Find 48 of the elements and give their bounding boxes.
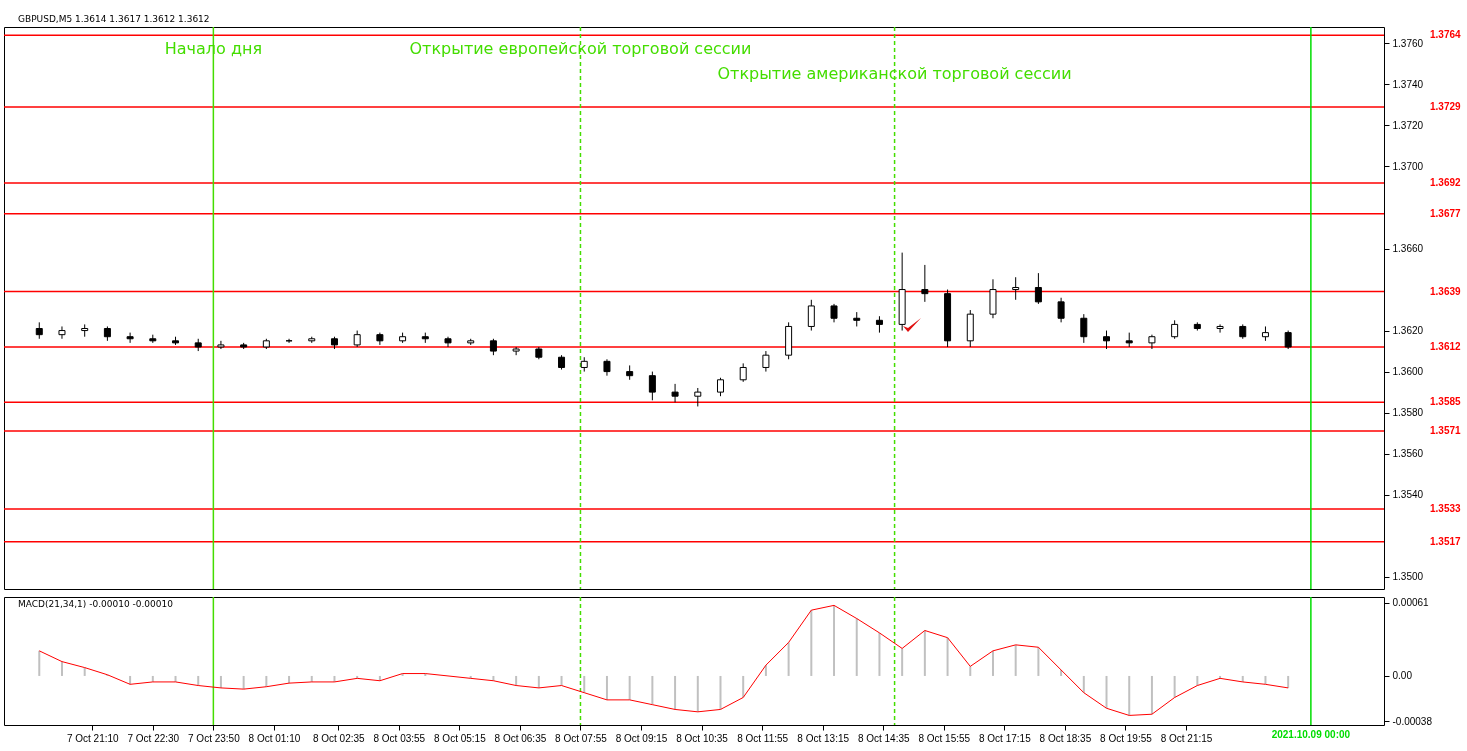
x-tick-label: 8 Oct 21:15 [1160,732,1213,744]
y-tick-label: 1.3740 [1392,78,1424,90]
ref-line-label: 1.3764 [1430,29,1462,41]
ref-line-label: 2021.10.09 00:00 [1271,729,1351,740]
y-tick-label: 1.3760 [1392,37,1424,49]
y-tick-label: 1.3720 [1392,119,1424,131]
ref-line-label: Открытие европейской торговой сессии [409,39,752,58]
ref-line-label: 1.3533 [1430,503,1462,515]
chart-title: MACD(21,34,1) -0.00010 -0.00010 [18,599,174,609]
y-tick-label: 1.3540 [1392,489,1424,501]
y-tick-label: 1.3660 [1392,243,1424,255]
x-tick-label: 8 Oct 15:55 [918,732,971,744]
y-tick-label: 1.3580 [1392,407,1424,419]
ref-line-label: 1.3612 [1430,340,1462,352]
x-tick-label: 8 Oct 14:35 [857,732,911,744]
ref-line-label: 1.3729 [1430,100,1462,112]
ref-line-label: 1.3639 [1430,285,1462,297]
y-tick-label: 1.3700 [1392,160,1424,172]
ref-line-label: Открытие американской торговой сессии [717,64,1072,83]
x-tick-label: 8 Oct 19:55 [1100,732,1153,744]
x-tick-label: 8 Oct 17:15 [978,732,1032,744]
x-tick-label: 8 Oct 01:10 [248,732,301,744]
x-tick-label: 7 Oct 22:30 [127,732,180,744]
x-tick-label: 8 Oct 11:55 [737,732,789,744]
y-tick-label: 0.00 [1392,670,1413,682]
x-tick-label: 8 Oct 07:55 [555,732,608,744]
x-tick-label: 8 Oct 06:35 [494,732,547,744]
x-tick-label: 8 Oct 13:15 [797,732,850,744]
chart-title: GBPUSD,M5 1.3614 1.3617 1.3612 1.3612 [18,14,210,24]
y-tick-label: -0.00038 [1392,715,1433,727]
ref-line-label: 1.3677 [1430,207,1462,219]
y-tick-label: 1.3600 [1392,366,1424,378]
y-tick-label: 1.3620 [1392,325,1424,337]
y-tick-label: 1.3500 [1392,571,1424,583]
x-tick-label: 8 Oct 09:15 [615,732,668,744]
x-tick-label: 8 Oct 03:55 [373,732,426,744]
x-tick-label: 8 Oct 05:15 [434,732,487,744]
y-tick-label: 0.00061 [1392,597,1430,609]
ref-line-label: 1.3571 [1430,425,1462,437]
x-tick-label: 7 Oct 23:50 [188,732,241,744]
ref-line-label: 1.3692 [1430,176,1462,188]
x-tick-label: 8 Oct 18:35 [1039,732,1092,744]
ref-line-label: 1.3517 [1430,535,1462,547]
x-tick-label: 8 Oct 02:35 [312,732,366,744]
x-tick-label: 8 Oct 10:35 [676,732,729,744]
x-tick-label: 7 Oct 21:10 [66,732,120,744]
ref-line-label: 1.3585 [1430,396,1462,408]
y-tick-label: 1.3560 [1392,448,1424,460]
